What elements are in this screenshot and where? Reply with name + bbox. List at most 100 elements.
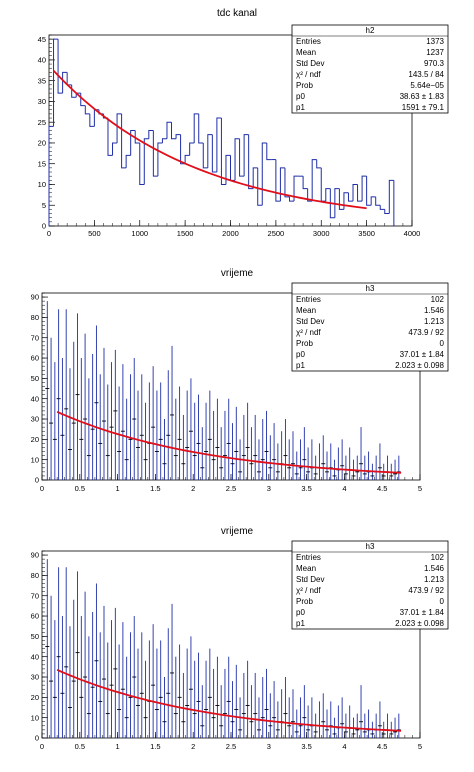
stats-key: p0 — [296, 608, 305, 617]
stats-key: p0 — [296, 92, 305, 101]
y-tick-label: 5 — [42, 201, 46, 210]
y-tick-label: 70 — [31, 591, 39, 600]
histogram-bin — [116, 113, 122, 143]
histogram-bin — [311, 159, 317, 202]
histogram-bin — [121, 113, 127, 169]
histogram-bin — [220, 118, 226, 185]
x-tick-label: 2 — [191, 484, 195, 493]
x-tick-label: 2000 — [222, 229, 239, 238]
fit-curve — [56, 411, 402, 474]
x-tick-label: 3.5 — [301, 484, 311, 493]
histogram-bin — [207, 134, 213, 168]
histogram-bin — [230, 155, 236, 181]
histogram-bin — [388, 179, 394, 214]
stats-key: p1 — [296, 361, 305, 370]
y-tick-label: 30 — [31, 673, 39, 682]
histogram-bin — [53, 38, 59, 127]
histogram-bin — [175, 134, 181, 139]
x-tick-label: 3500 — [358, 229, 375, 238]
fit-curve — [56, 669, 402, 732]
stats-box: h3 Entries 102 Mean 1.546 Std Dev 1.213 χ² / nd… — [291, 540, 449, 630]
histogram-bin — [325, 188, 331, 202]
histogram-bin — [184, 154, 190, 164]
histogram-bin — [139, 142, 145, 185]
stats-value: 1373 — [426, 37, 444, 46]
histogram-bin — [370, 196, 376, 206]
histogram-bin — [384, 209, 390, 215]
histogram-bin — [202, 142, 208, 169]
x-tick-label: 4.5 — [377, 484, 387, 493]
histogram-bin — [379, 205, 385, 210]
histogram-bin — [307, 188, 313, 202]
stats-key: Mean — [296, 48, 316, 57]
histogram-bin — [152, 130, 158, 177]
x-tick-label: 2 — [191, 742, 195, 751]
y-tick-label: 40 — [31, 652, 39, 661]
x-tick-label: 1500 — [177, 229, 194, 238]
y-tick-label: 50 — [31, 374, 39, 383]
histogram-bin — [161, 138, 167, 143]
x-tick-label: 1000 — [131, 229, 148, 238]
histogram-bin — [66, 72, 72, 86]
x-tick-label: 5 — [418, 484, 422, 493]
chart-title: vrijeme — [221, 268, 254, 279]
x-tick-label: 0 — [47, 229, 51, 238]
histogram-bin — [89, 113, 95, 127]
histogram-bin — [320, 167, 326, 202]
stats-name: h3 — [366, 284, 375, 293]
stats-box-frame — [291, 540, 449, 630]
x-tick-label: 1 — [116, 484, 120, 493]
y-tick-label: 15 — [38, 159, 46, 168]
x-tick-label: 0 — [40, 484, 44, 493]
stats-key: Entries — [296, 553, 321, 562]
histogram-bin — [57, 39, 63, 94]
histogram-bins — [48, 38, 395, 226]
y-tick-label: 90 — [31, 293, 39, 302]
y-tick-label: 40 — [38, 56, 46, 65]
chart-title: tdc kanal — [217, 8, 257, 19]
y-tick-label: 60 — [31, 354, 39, 363]
histogram-bin — [261, 142, 267, 206]
stats-key: p0 — [296, 350, 305, 359]
histogram-bin — [107, 118, 113, 156]
x-tick-label: 1.5 — [150, 484, 160, 493]
chart-title: vrijeme — [221, 526, 254, 537]
x-tick-label: 2.5 — [226, 484, 236, 493]
histogram-bin — [293, 175, 299, 202]
stats-value: 473.9 / 92 — [408, 586, 444, 595]
histogram-bin — [225, 154, 231, 185]
y-tick-label: 30 — [31, 415, 39, 424]
stats-value: 38.63 ± 1.83 — [400, 92, 445, 101]
y-tick-label: 10 — [38, 180, 46, 189]
stats-name: h3 — [366, 542, 375, 551]
y-tick-label: 20 — [31, 435, 39, 444]
x-tick-label: 1.5 — [150, 742, 160, 751]
histogram-bin — [347, 192, 354, 202]
stats-value: 1.213 — [424, 317, 445, 326]
stats-value: 1.546 — [424, 306, 445, 315]
stats-value: 102 — [431, 295, 445, 304]
y-tick-label: 40 — [31, 394, 39, 403]
y-tick-label: 0 — [35, 734, 39, 743]
stats-value: 5.64e−05 — [410, 81, 444, 90]
histogram-bin — [338, 188, 344, 210]
stats-key: Std Dev — [296, 317, 324, 326]
stats-value: 473.9 / 92 — [408, 328, 444, 337]
histogram-bin — [48, 125, 54, 226]
stats-box-frame — [291, 282, 449, 372]
stats-key: χ² / ndf — [296, 328, 321, 337]
histogram-bin — [166, 121, 172, 139]
y-tick-label: 20 — [31, 693, 39, 702]
x-tick-label: 1 — [116, 742, 120, 751]
y-tick-label: 80 — [31, 313, 39, 322]
stats-key: Prob — [296, 339, 313, 348]
stats-key: Entries — [296, 37, 321, 46]
histogram-bin — [334, 188, 340, 218]
stats-key: Mean — [296, 306, 316, 315]
histogram-bin — [84, 105, 90, 115]
x-tick-label: 4.5 — [377, 742, 387, 751]
histogram-bin — [288, 196, 295, 202]
